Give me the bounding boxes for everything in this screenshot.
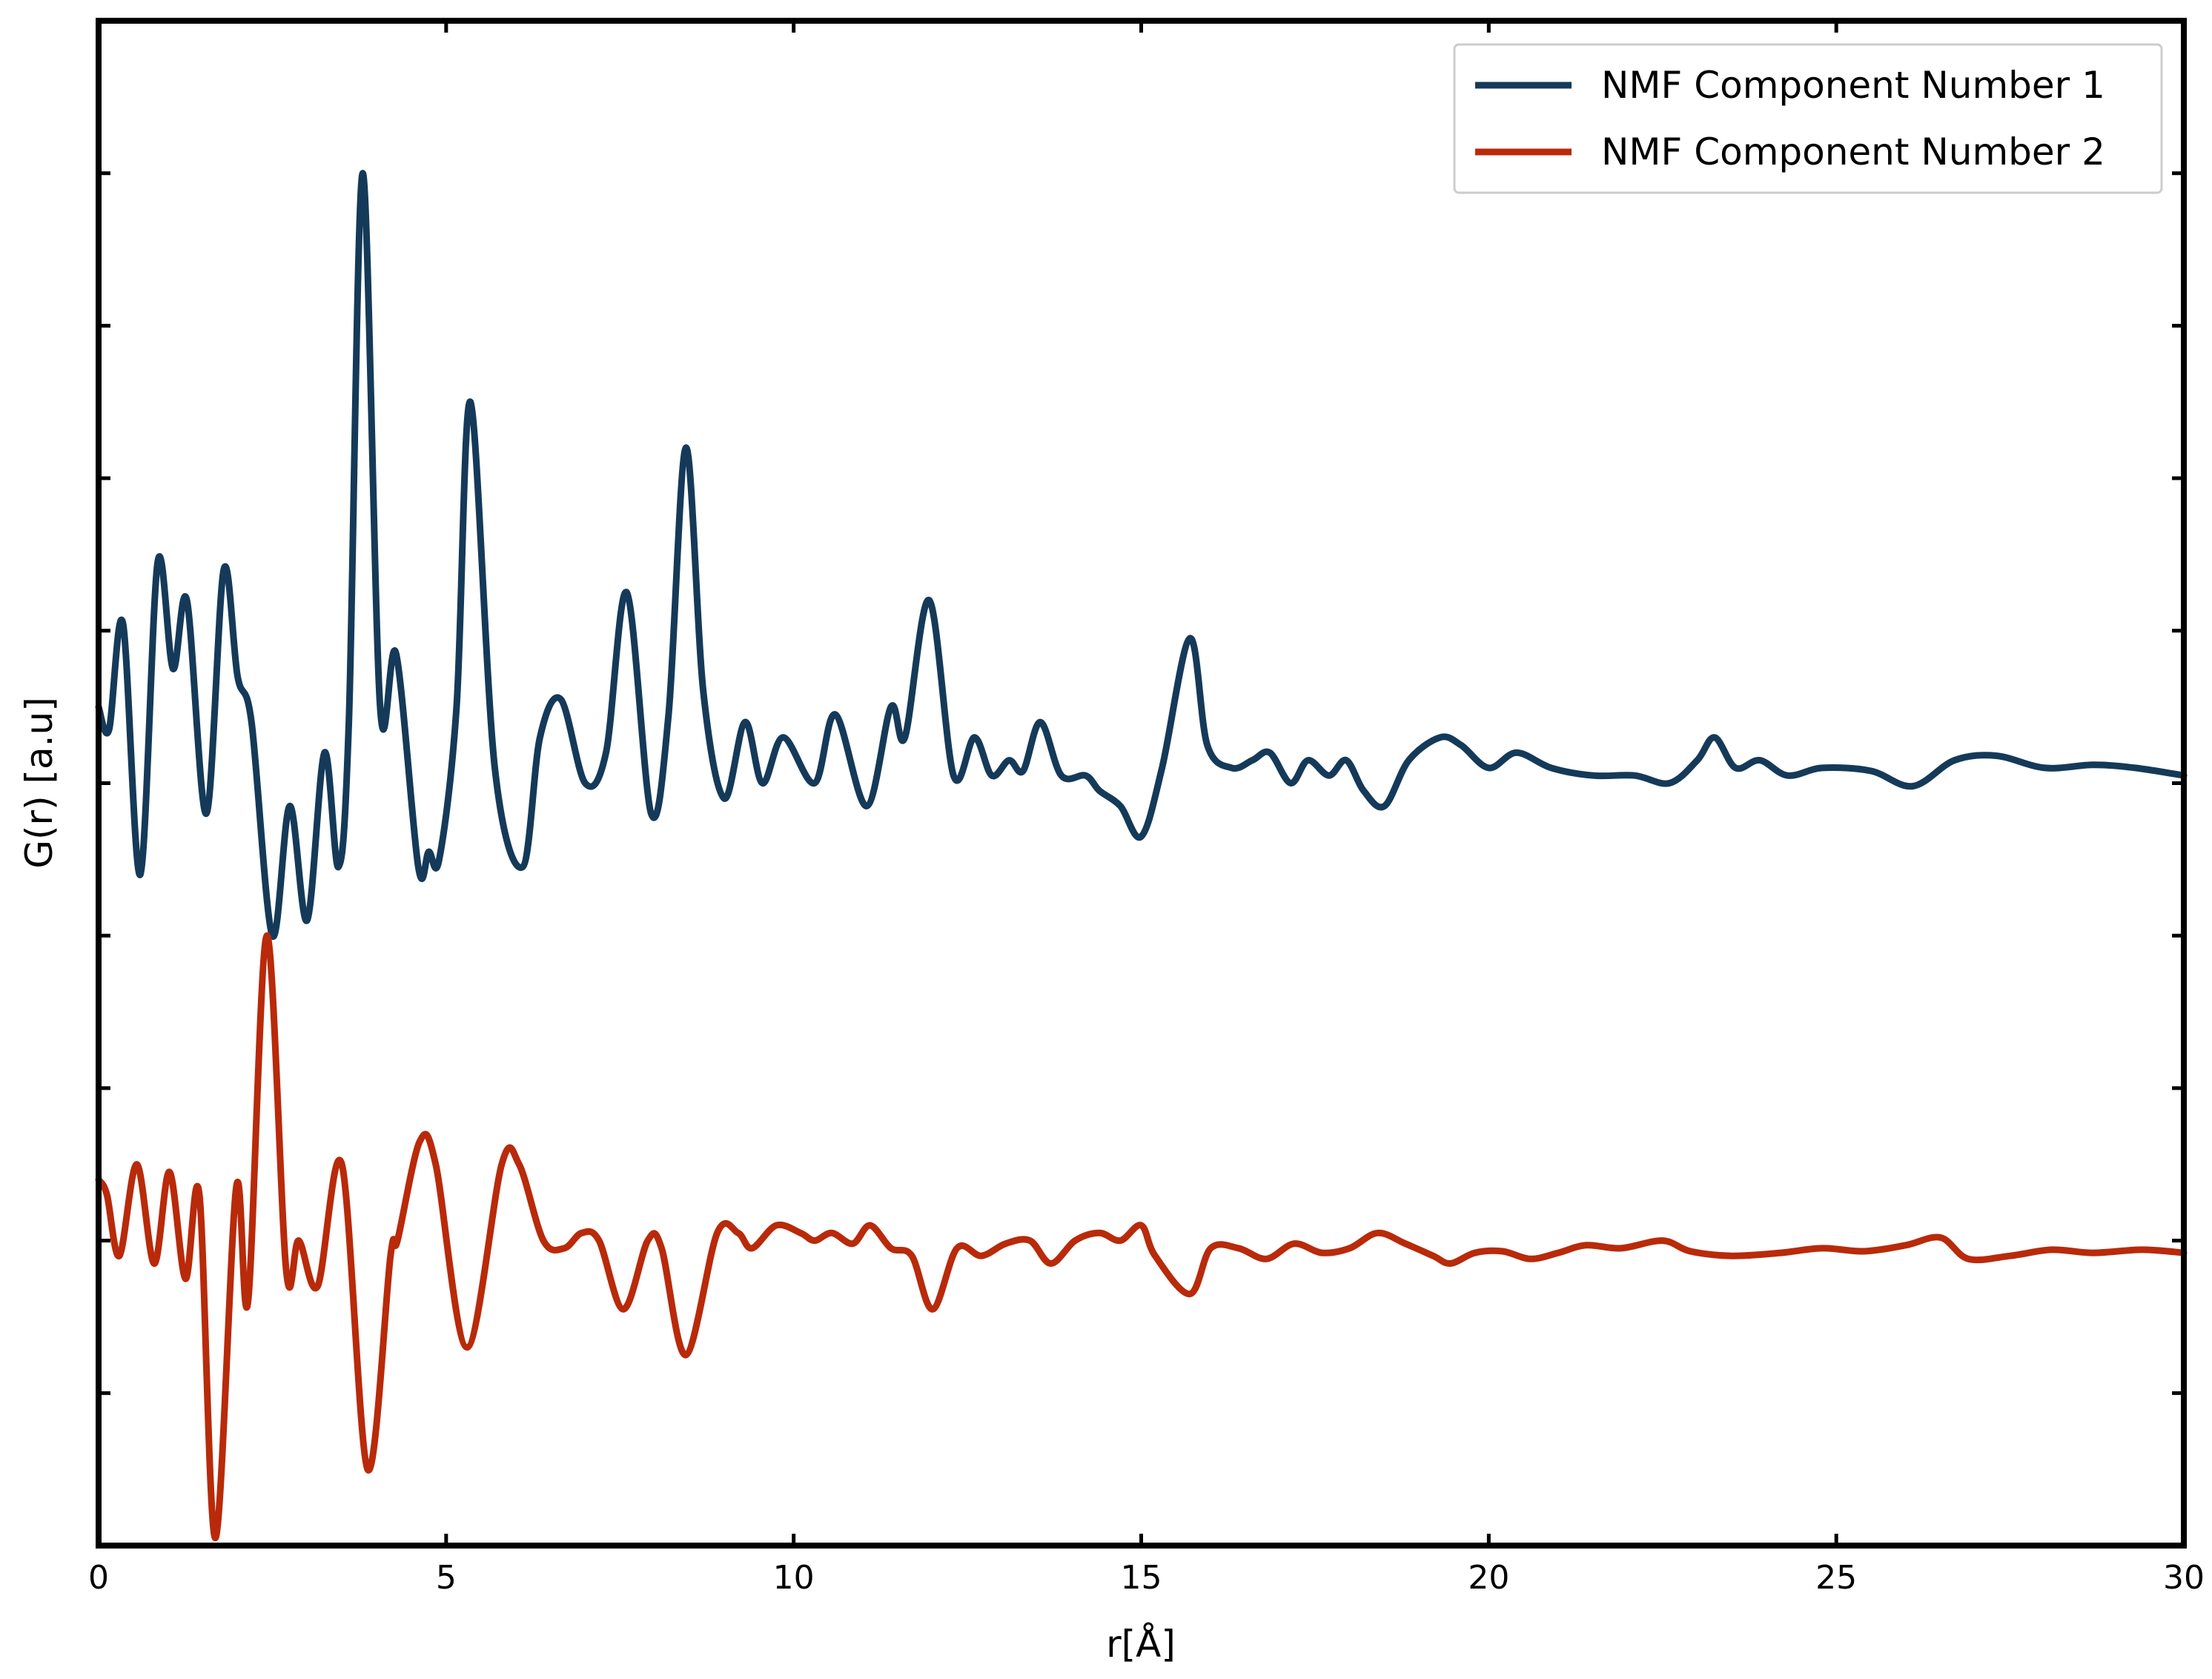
x-tick-label: 15: [1121, 1559, 1162, 1597]
x-tick-label: 30: [2163, 1559, 2205, 1597]
tick-layer: 0 5 10 15 20 25 30: [88, 21, 2205, 1597]
series-line-1: [95, 170, 2188, 940]
legend-label-1: NMF Component Number 1: [1601, 64, 2105, 107]
x-tick-label: 5: [436, 1559, 457, 1597]
legend-box: [1453, 43, 2163, 194]
legend: NMF Component Number 1 NMF Component Num…: [1453, 43, 2163, 194]
x-axis-label: r[Å]: [1106, 1623, 1176, 1666]
x-tick-label: 25: [1815, 1559, 1857, 1597]
series-line-2: [95, 932, 2188, 1542]
x-tick-label: 10: [773, 1559, 815, 1597]
series-layer: [95, 170, 2188, 1542]
x-tick-label: 20: [1468, 1559, 1509, 1597]
legend-label-2: NMF Component Number 2: [1601, 130, 2105, 173]
y-axis-label: G(r) [a.u]: [18, 697, 61, 868]
x-tick-label: 0: [88, 1559, 109, 1597]
